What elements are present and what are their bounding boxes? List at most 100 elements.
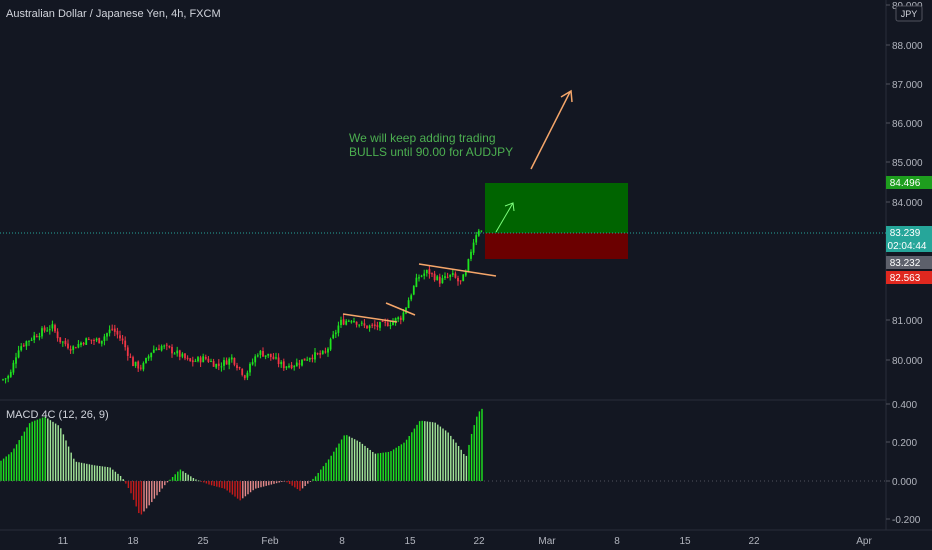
candle-body[interactable] [303, 358, 306, 361]
candle-body[interactable] [415, 277, 418, 287]
candle-body[interactable] [451, 273, 454, 275]
candle-body[interactable] [228, 358, 231, 365]
candle-body[interactable] [251, 362, 254, 365]
candle-body[interactable] [246, 372, 249, 378]
candle-body[interactable] [418, 277, 420, 279]
candle-body[interactable] [243, 375, 246, 379]
candle-body[interactable] [12, 362, 15, 373]
candle-body[interactable] [152, 349, 155, 353]
candle-body[interactable] [358, 324, 361, 326]
candle-body[interactable] [423, 273, 426, 276]
candle-body[interactable] [241, 368, 244, 375]
candle-body[interactable] [100, 340, 103, 344]
candle-body[interactable] [381, 321, 384, 323]
candle-body[interactable] [134, 361, 137, 367]
candle-body[interactable] [298, 363, 301, 365]
candle-body[interactable] [43, 327, 46, 331]
candle-body[interactable] [67, 343, 69, 349]
candle-body[interactable] [319, 353, 322, 355]
candle-body[interactable] [267, 353, 270, 356]
candle-body[interactable] [176, 350, 179, 354]
trendline-2[interactable] [385, 302, 416, 316]
candle-body[interactable] [410, 295, 413, 300]
candle-body[interactable] [28, 340, 30, 342]
candle-body[interactable] [389, 325, 392, 327]
candle-body[interactable] [412, 286, 415, 295]
candle-body[interactable] [207, 358, 210, 362]
candle-body[interactable] [95, 338, 98, 341]
candle-body[interactable] [329, 339, 332, 350]
candle-body[interactable] [59, 337, 62, 343]
candle-body[interactable] [46, 330, 49, 332]
candle-body[interactable] [15, 357, 17, 364]
candle-body[interactable] [238, 367, 241, 369]
candle-body[interactable] [280, 361, 283, 365]
candle-body[interactable] [77, 344, 80, 348]
candle-body[interactable] [64, 340, 67, 345]
candle-body[interactable] [191, 360, 194, 363]
candle-body[interactable] [334, 332, 337, 335]
candle-body[interactable] [74, 347, 77, 349]
candle-body[interactable] [277, 357, 280, 364]
candle-body[interactable] [189, 358, 192, 362]
candle-body[interactable] [340, 319, 342, 326]
candle-body[interactable] [428, 269, 431, 275]
candle-body[interactable] [17, 350, 20, 358]
candle-body[interactable] [363, 323, 366, 326]
candle-body[interactable] [82, 343, 85, 345]
candle-body[interactable] [116, 330, 119, 335]
candle-body[interactable] [324, 351, 327, 353]
candle-body[interactable] [142, 363, 145, 370]
candle-body[interactable] [301, 359, 303, 366]
candle-body[interactable] [111, 328, 114, 330]
candle-body[interactable] [93, 339, 95, 341]
candle-body[interactable] [472, 242, 475, 253]
candle-body[interactable] [368, 325, 371, 328]
candle-body[interactable] [90, 339, 93, 341]
candle-body[interactable] [399, 317, 402, 320]
candle-body[interactable] [376, 325, 379, 327]
candle-body[interactable] [178, 350, 181, 357]
candle-body[interactable] [163, 345, 166, 347]
candle-body[interactable] [394, 318, 397, 322]
candle-body[interactable] [308, 357, 311, 360]
candle-body[interactable] [217, 363, 220, 366]
candle-body[interactable] [51, 324, 54, 329]
candle-body[interactable] [477, 230, 480, 236]
candle-body[interactable] [197, 357, 199, 362]
candle-body[interactable] [449, 274, 452, 277]
time-axis[interactable]: 11 18 25 Feb 8 15 22 Mar 8 15 22 Apr [58, 536, 873, 547]
candle-body[interactable] [194, 360, 197, 362]
candle-body[interactable] [61, 341, 64, 343]
candle-body[interactable] [215, 363, 218, 368]
candle-body[interactable] [345, 320, 348, 325]
candle-body[interactable] [462, 274, 465, 282]
candle-body[interactable] [220, 366, 223, 368]
candle-body[interactable] [306, 359, 309, 361]
candle-body[interactable] [272, 356, 275, 360]
candle-body[interactable] [54, 325, 56, 332]
candle-body[interactable] [353, 321, 355, 323]
candle-body[interactable] [366, 325, 368, 329]
annotation-line-2[interactable]: BULLS until 90.00 for AUDJPY [349, 145, 513, 159]
candle-body[interactable] [129, 356, 132, 358]
macd-axis[interactable]: 0.400 0.200 0.000 -0.200 [0, 400, 921, 526]
candle-body[interactable] [119, 335, 121, 339]
candle-body[interactable] [350, 321, 353, 323]
candle-body[interactable] [108, 329, 111, 334]
candle-body[interactable] [311, 357, 314, 360]
candle-body[interactable] [293, 366, 296, 368]
candle-body[interactable] [186, 357, 189, 359]
candle-body[interactable] [35, 336, 38, 338]
candle-body[interactable] [85, 338, 88, 345]
candle-body[interactable] [295, 362, 298, 367]
candle-body[interactable] [56, 331, 59, 339]
candle-body[interactable] [288, 365, 290, 368]
candle-body[interactable] [165, 344, 168, 346]
candle-body[interactable] [184, 353, 186, 359]
candle-body[interactable] [342, 319, 345, 325]
candle-body[interactable] [259, 350, 262, 355]
candle-body[interactable] [275, 357, 277, 359]
candle-body[interactable] [30, 339, 33, 341]
candle-body[interactable] [397, 317, 400, 320]
